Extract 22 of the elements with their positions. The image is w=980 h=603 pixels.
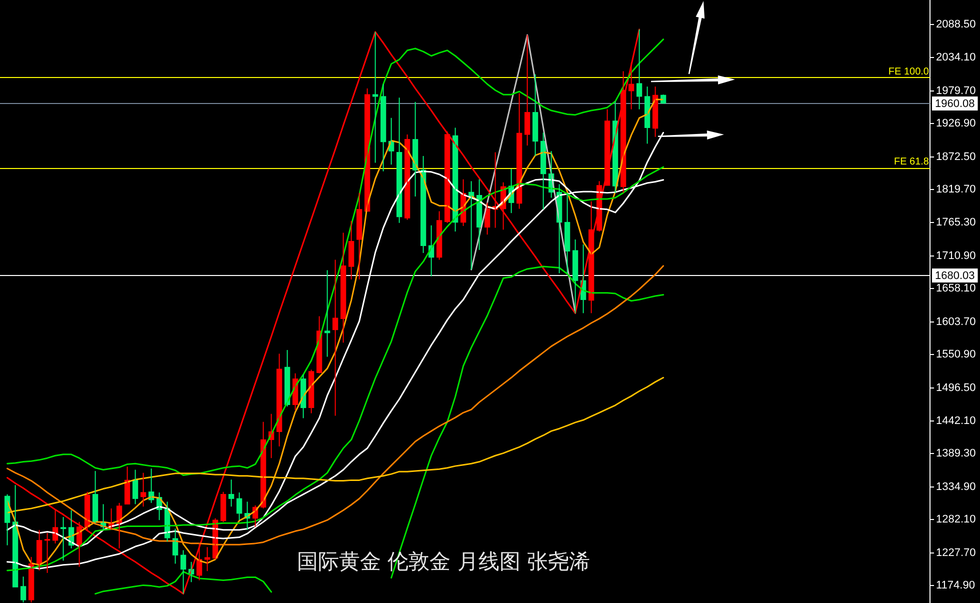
y-tick-label: 1227.70: [936, 546, 976, 559]
annotation: FE 100.0: [888, 66, 930, 78]
y-tick-label: 1442.10: [936, 415, 976, 428]
y-tick-label: 1710.90: [936, 250, 976, 262]
y-tick-label: 1603.70: [936, 316, 976, 328]
y-tick-label: 2034.10: [936, 52, 976, 64]
y-tick-label: 2088.50: [936, 18, 976, 30]
y-tick-label: 1979.70: [936, 85, 976, 98]
ref-line-label: 1960.08: [935, 98, 975, 110]
y-tick-label: 1550.90: [936, 348, 976, 360]
y-tick-label: 1496.50: [936, 382, 976, 394]
y-tick-label: 1872.50: [936, 150, 976, 163]
y-tick-label: 1389.30: [936, 448, 976, 460]
y-tick-label: 1765.30: [936, 216, 976, 229]
y-tick-label: 1926.90: [936, 118, 976, 130]
y-tick-label: 1174.90: [936, 579, 975, 592]
y-tick-label: 1334.90: [936, 481, 976, 494]
ref-line-label: 1680.03: [935, 270, 975, 282]
annotation: FE 61.8: [894, 156, 930, 168]
y-tick-label: 1282.10: [936, 513, 976, 526]
y-tick-label: 1658.10: [936, 282, 976, 295]
y-tick-label: 1819.70: [936, 183, 976, 196]
